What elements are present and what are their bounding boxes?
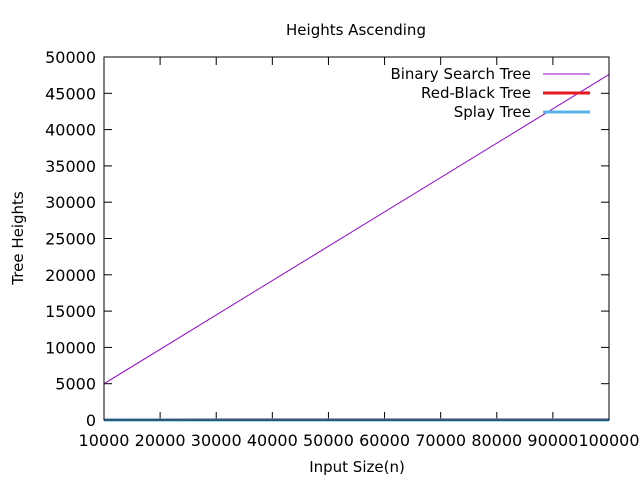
x-tick-label: 20000 bbox=[135, 431, 186, 450]
x-tick-label: 30000 bbox=[191, 431, 242, 450]
plot-frame bbox=[103, 56, 610, 421]
y-tick-label: 0 bbox=[86, 411, 96, 430]
y-tick-label: 50000 bbox=[45, 48, 96, 67]
y-tick-label: 35000 bbox=[45, 157, 96, 176]
axis-ticks: 0 5000 10000 15000 20000 25000 30000 35000 40000… bbox=[45, 48, 639, 450]
series-line-1 bbox=[103, 73, 610, 385]
x-tick-label: 90000 bbox=[527, 431, 578, 450]
chart-title: Heights Ascending bbox=[286, 21, 426, 39]
x-tick-label: 10000 bbox=[79, 431, 130, 450]
y-tick-label: 25000 bbox=[45, 230, 96, 249]
y-tick-label: 20000 bbox=[45, 266, 96, 285]
y-axis-label: Tree Heights bbox=[9, 191, 27, 286]
legend-label: Splay Tree bbox=[454, 103, 531, 121]
x-tick-label: 70000 bbox=[415, 431, 466, 450]
y-tick-label: 5000 bbox=[55, 375, 96, 394]
y-tick-label: 30000 bbox=[45, 193, 96, 212]
series-layer bbox=[103, 73, 610, 422]
y-tick-label: 10000 bbox=[45, 338, 96, 357]
x-tick-label: 50000 bbox=[303, 431, 354, 450]
x-tick-label: 100000 bbox=[578, 431, 639, 450]
x-tick-label: 80000 bbox=[471, 431, 522, 450]
x-tick-label: 40000 bbox=[247, 431, 298, 450]
y-tick-label: 40000 bbox=[45, 121, 96, 140]
legend-label: Red-Black Tree bbox=[421, 84, 531, 102]
legend-label: Binary Search Tree bbox=[390, 65, 531, 83]
y-tick-label: 15000 bbox=[45, 302, 96, 321]
x-tick-label: 60000 bbox=[359, 431, 410, 450]
x-axis-label: Input Size(n) bbox=[309, 458, 405, 476]
y-tick-label: 45000 bbox=[45, 84, 96, 103]
